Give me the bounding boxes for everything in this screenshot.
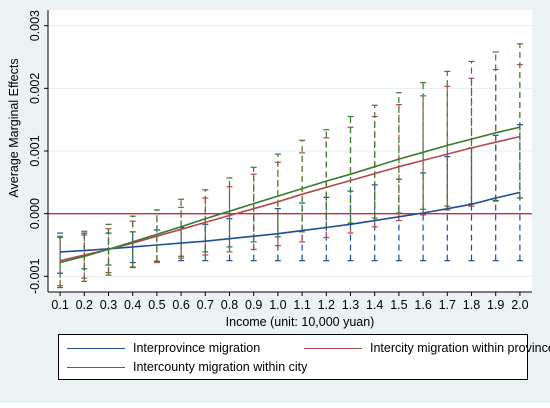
x-tick-label-10: 1.1 (293, 298, 310, 312)
x-axis-label: Income (unit: 10,000 yuan) (226, 315, 375, 329)
series-line-2 (59, 126, 521, 264)
legend-label-intercounty: Intercounty migration within city (133, 360, 308, 374)
x-tick-label-4: 0.5 (148, 298, 165, 312)
y-tick-label-0: -0.001 (28, 259, 42, 294)
legend-item-intercity: Intercity migration within province (304, 340, 550, 356)
x-tick-label-14: 1.5 (390, 298, 407, 312)
x-tick-label-8: 0.9 (245, 298, 262, 312)
x-tick-label-2: 0.3 (100, 298, 117, 312)
legend-item-intercounty: Intercounty migration within city (67, 359, 307, 375)
legend-label-interprovince: Interprovince migration (133, 341, 261, 355)
x-tick-label-19: 2.0 (511, 298, 528, 312)
x-tick-label-11: 1.2 (318, 298, 335, 312)
x-tick-label-3: 0.4 (124, 298, 141, 312)
legend-label-intercity: Intercity migration within province (370, 341, 550, 355)
legend-swatch-intercity (304, 347, 362, 349)
x-tick-label-17: 1.8 (463, 298, 480, 312)
x-tick-label-9: 1.0 (269, 298, 286, 312)
x-tick-label-7: 0.8 (221, 298, 238, 312)
y-tick-label-1: 0.000 (28, 198, 42, 229)
legend-swatch-interprovince (67, 347, 125, 349)
series-line-1 (59, 135, 521, 262)
x-tick-label-6: 0.7 (197, 298, 214, 312)
legend-swatch-intercounty (67, 366, 125, 368)
legend: Interprovince migration Intercity migrat… (58, 334, 550, 380)
legend-item-interprovince: Interprovince migration (67, 340, 260, 356)
x-tick-label-15: 1.6 (414, 298, 431, 312)
x-tick-label-16: 1.7 (439, 298, 456, 312)
x-tick-label-5: 0.6 (172, 298, 189, 312)
y-axis-label: Average Marginal Effects (7, 58, 21, 197)
series-line-0 (60, 191, 521, 253)
x-tick-label-13: 1.4 (366, 298, 383, 312)
x-tick-label-18: 1.9 (487, 298, 504, 312)
y-tick-label-2: 0.001 (28, 135, 42, 166)
x-tick-label-1: 0.2 (76, 298, 93, 312)
x-tick-label-12: 1.3 (342, 298, 359, 312)
y-tick-label-4: 0.003 (28, 10, 42, 41)
x-tick-label-0: 0.1 (51, 298, 68, 312)
y-tick-label-3: 0.002 (28, 73, 42, 104)
